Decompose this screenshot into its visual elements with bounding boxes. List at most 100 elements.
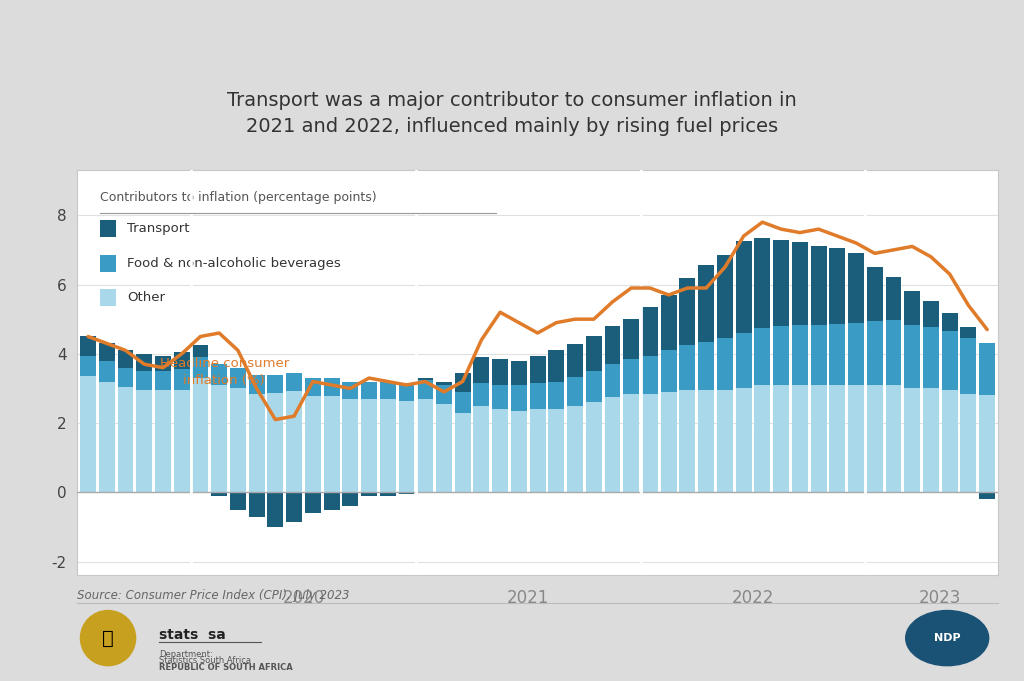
Circle shape (906, 610, 989, 666)
Bar (286, 391, 302, 492)
Bar (717, 255, 733, 338)
Text: 🦅: 🦅 (102, 629, 114, 648)
Bar (586, 336, 602, 371)
Bar (755, 238, 770, 328)
Bar (211, 385, 227, 492)
Bar (567, 377, 583, 406)
Bar (98, 343, 115, 361)
Bar (773, 385, 790, 492)
Bar (100, 289, 117, 306)
Bar (155, 371, 171, 390)
Text: Transport was a major contributor to consumer inflation in
2021 and 2022, influe: Transport was a major contributor to con… (227, 91, 797, 136)
Bar (80, 355, 96, 377)
Bar (193, 378, 209, 492)
Bar (642, 394, 658, 492)
Bar (848, 253, 864, 323)
Bar (455, 373, 471, 392)
Bar (80, 377, 96, 492)
Bar (249, 394, 264, 492)
Bar (305, 396, 321, 492)
Bar (848, 385, 864, 492)
Bar (961, 338, 977, 394)
Bar (324, 378, 340, 396)
Bar (211, 364, 227, 385)
Bar (549, 350, 564, 381)
Text: Food & non-alcoholic beverages: Food & non-alcoholic beverages (127, 257, 341, 270)
Bar (886, 320, 901, 385)
Bar (193, 345, 209, 358)
Bar (923, 301, 939, 327)
Bar (417, 380, 433, 399)
Bar (961, 394, 977, 492)
Bar (829, 248, 845, 324)
Bar (473, 383, 489, 406)
Bar (904, 326, 921, 388)
Bar (979, 343, 995, 396)
Bar (698, 390, 714, 492)
Bar (286, 492, 302, 522)
Bar (660, 392, 677, 492)
Text: Contributors to inflation (percentage points): Contributors to inflation (percentage po… (100, 191, 377, 204)
Bar (342, 399, 358, 492)
Bar (923, 388, 939, 492)
Bar (755, 385, 770, 492)
Bar (380, 399, 395, 492)
Text: Source: Consumer Price Index (CPI), July 2023: Source: Consumer Price Index (CPI), July… (77, 589, 349, 602)
Text: Statistics South Africa: Statistics South Africa (159, 656, 251, 665)
Bar (811, 246, 826, 326)
Bar (698, 266, 714, 342)
Bar (324, 492, 340, 509)
Bar (942, 390, 957, 492)
Bar (942, 313, 957, 330)
Bar (755, 328, 770, 385)
Bar (80, 336, 96, 355)
Bar (493, 359, 508, 385)
Bar (100, 220, 117, 237)
Bar (455, 392, 471, 413)
Bar (267, 392, 284, 492)
Bar (942, 330, 957, 390)
Text: Transport: Transport (127, 222, 190, 235)
Bar (529, 355, 546, 383)
Bar (735, 241, 752, 333)
Bar (773, 326, 790, 385)
Bar (549, 409, 564, 492)
Bar (155, 390, 171, 492)
Bar (230, 492, 246, 509)
Bar (660, 295, 677, 350)
Bar (586, 402, 602, 492)
Bar (792, 385, 808, 492)
Bar (380, 381, 395, 399)
Bar (886, 385, 901, 492)
Circle shape (81, 610, 135, 666)
Bar (792, 242, 808, 326)
Bar (698, 342, 714, 390)
Bar (549, 381, 564, 409)
Bar (660, 350, 677, 392)
Bar (886, 276, 901, 320)
Bar (529, 409, 546, 492)
Bar (961, 327, 977, 338)
Bar (174, 390, 189, 492)
Bar (155, 355, 171, 371)
Bar (642, 307, 658, 355)
Bar (680, 278, 695, 345)
Text: Other: Other (127, 291, 166, 304)
Text: REPUBLIC OF SOUTH AFRICA: REPUBLIC OF SOUTH AFRICA (159, 663, 293, 672)
Bar (417, 399, 433, 492)
Bar (398, 400, 415, 492)
Bar (267, 492, 284, 527)
Bar (249, 492, 264, 517)
Bar (118, 368, 133, 387)
Bar (417, 378, 433, 380)
Bar (118, 387, 133, 492)
Bar (305, 378, 321, 396)
Bar (904, 388, 921, 492)
Bar (342, 492, 358, 506)
Bar (848, 323, 864, 385)
Bar (811, 385, 826, 492)
Bar (811, 326, 826, 385)
Text: Headline consumer
inflation (%): Headline consumer inflation (%) (160, 357, 289, 387)
Bar (717, 390, 733, 492)
Bar (829, 324, 845, 385)
